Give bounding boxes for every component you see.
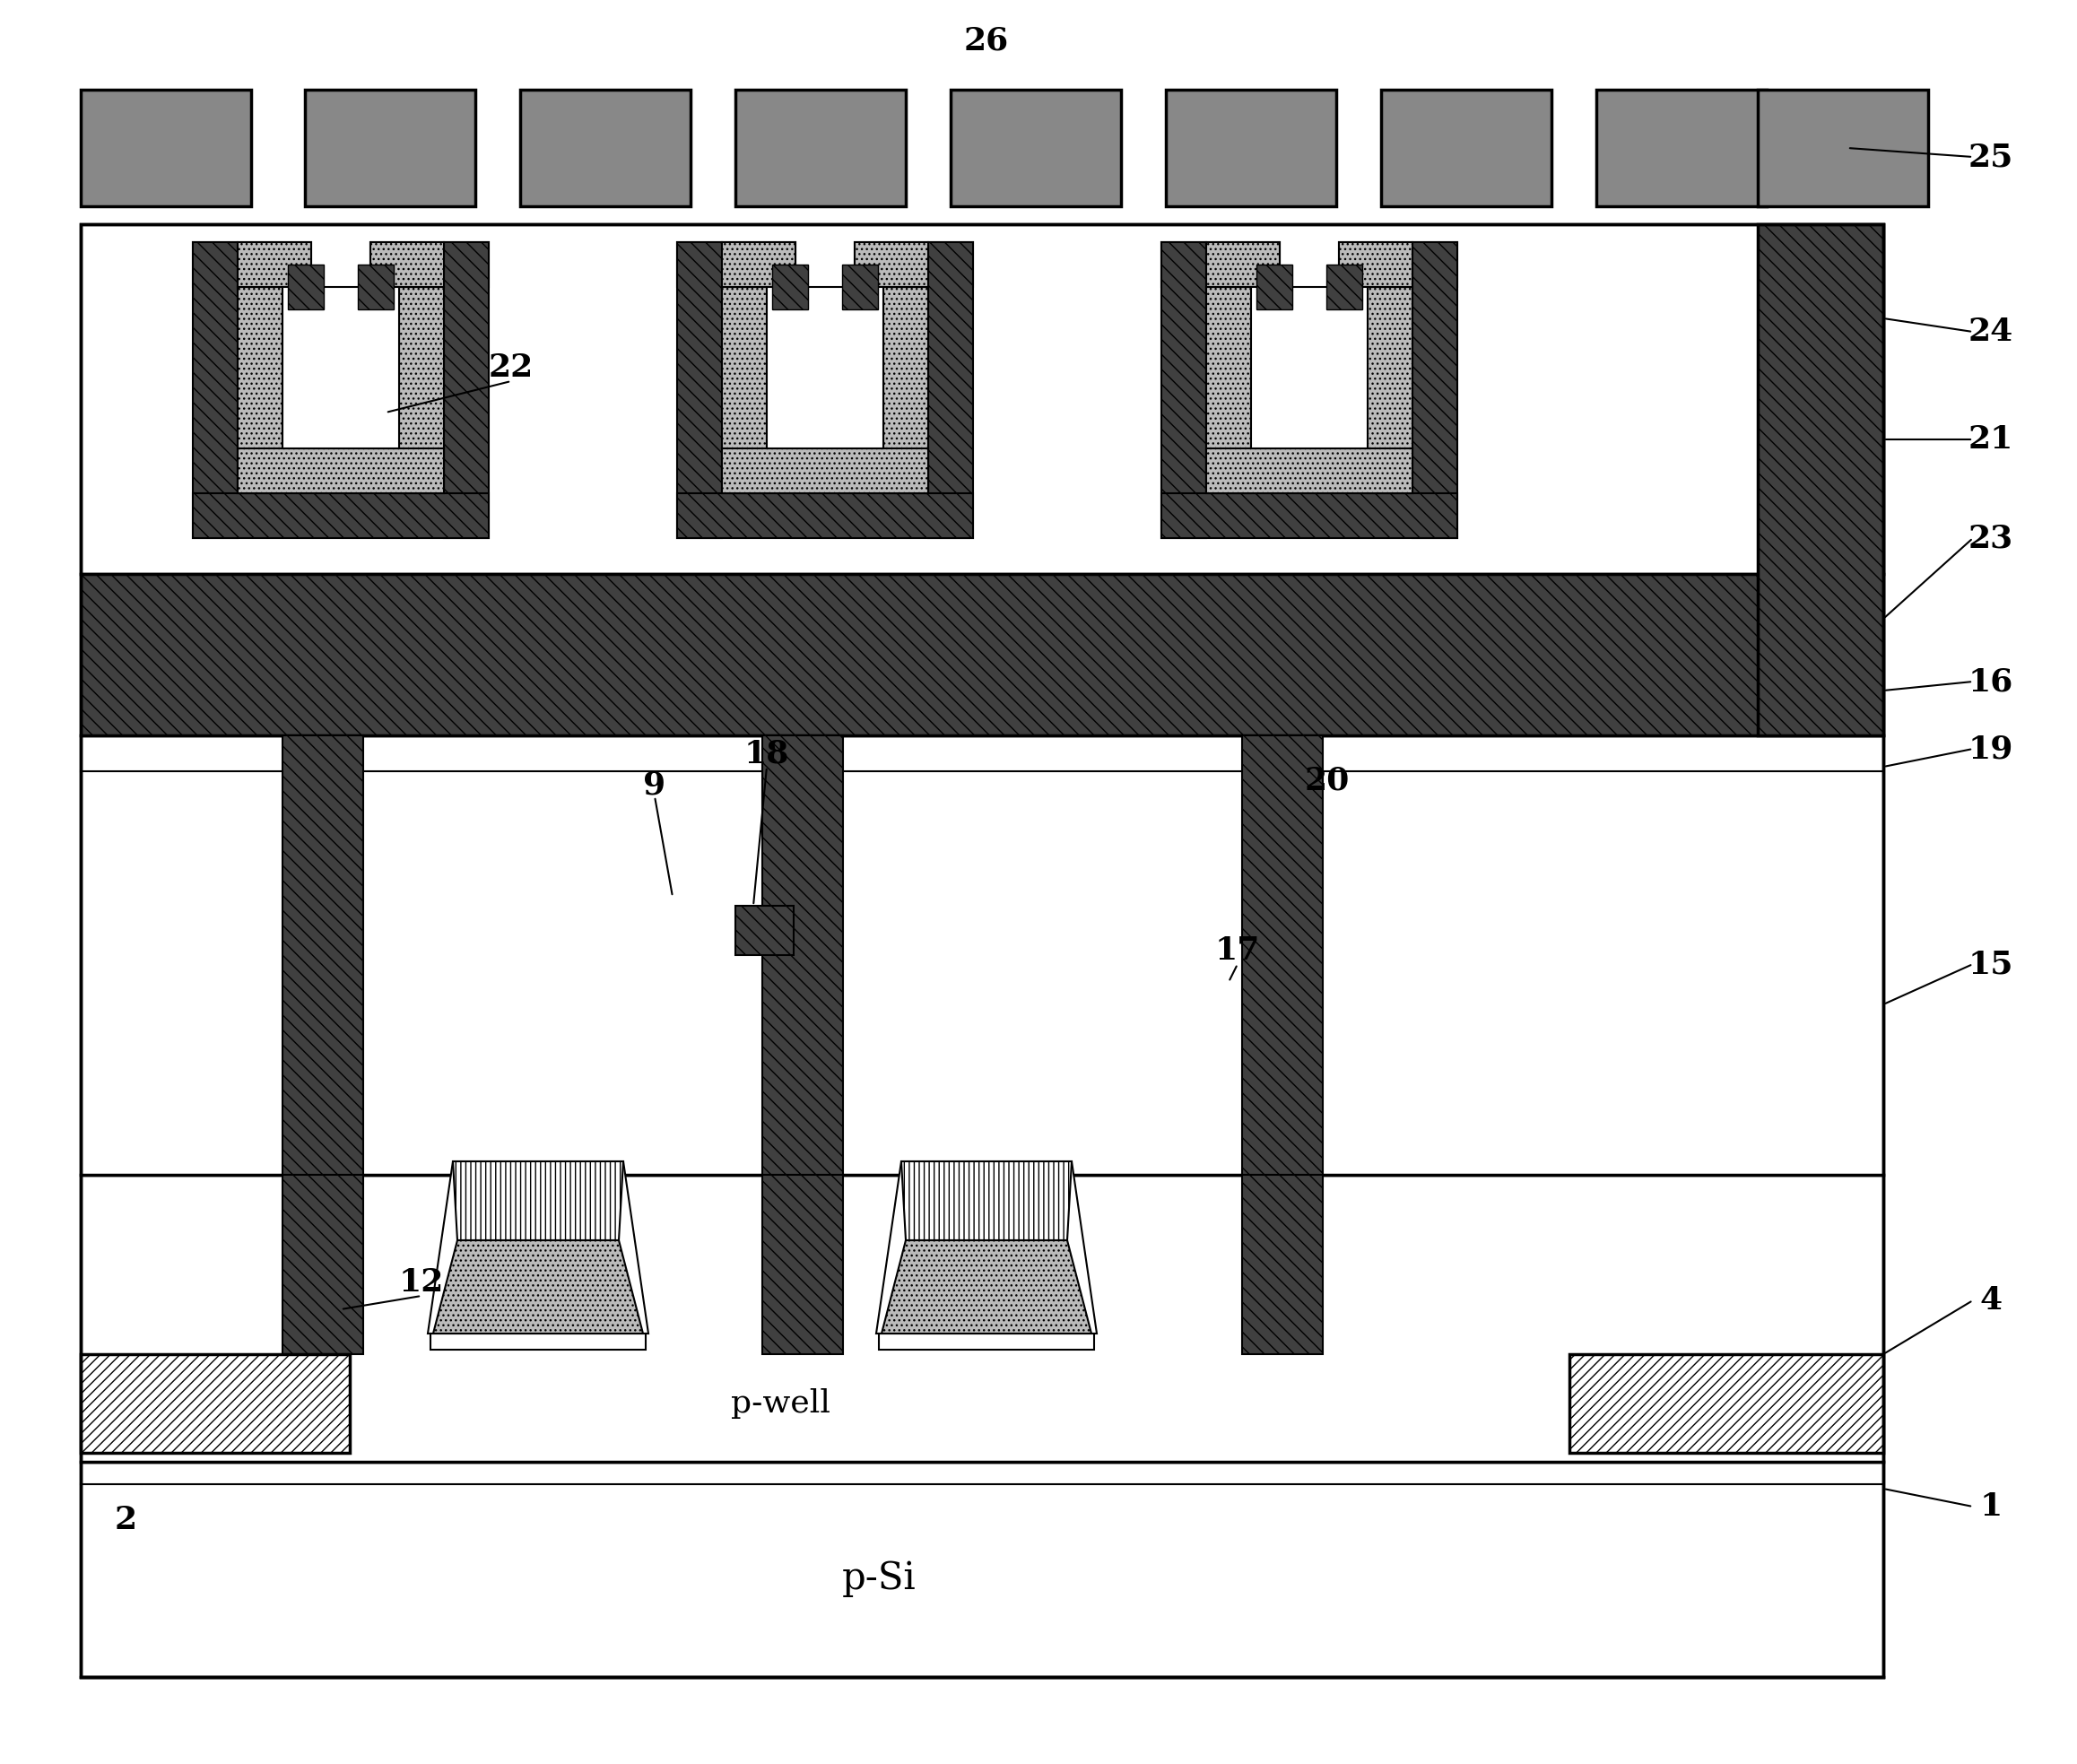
Bar: [519, 90, 690, 206]
Bar: [81, 224, 1884, 1678]
Bar: [81, 224, 1884, 573]
Bar: [1207, 448, 1412, 494]
Bar: [1250, 288, 1367, 448]
Bar: [1327, 265, 1363, 309]
Bar: [677, 242, 723, 538]
Bar: [305, 90, 476, 206]
Bar: [854, 242, 928, 288]
Bar: [193, 242, 237, 538]
Text: 20: 20: [1304, 766, 1350, 796]
Text: 1: 1: [1979, 1491, 2002, 1522]
Bar: [1757, 90, 1927, 206]
Bar: [81, 90, 251, 206]
Bar: [1757, 224, 1884, 736]
Bar: [399, 288, 444, 494]
Bar: [237, 242, 312, 288]
Bar: [1161, 494, 1458, 538]
Bar: [237, 448, 444, 494]
Text: 2: 2: [114, 1505, 137, 1535]
Bar: [928, 242, 972, 538]
Bar: [1412, 242, 1458, 538]
Text: 22: 22: [488, 353, 534, 383]
Text: 17: 17: [1215, 935, 1261, 967]
Bar: [723, 448, 928, 494]
Bar: [370, 242, 488, 288]
Bar: [1340, 242, 1458, 288]
Polygon shape: [881, 1240, 1090, 1334]
Bar: [854, 242, 972, 288]
Text: 21: 21: [1969, 423, 2013, 455]
Bar: [723, 242, 795, 288]
Bar: [430, 1334, 646, 1349]
Bar: [81, 1355, 349, 1454]
Polygon shape: [434, 1240, 644, 1334]
Bar: [1242, 736, 1323, 1175]
Text: 4: 4: [1979, 1286, 2002, 1316]
Bar: [1161, 242, 1207, 538]
Bar: [81, 1462, 1884, 1678]
Bar: [735, 90, 906, 206]
Bar: [193, 242, 312, 288]
Bar: [1242, 1175, 1323, 1355]
Bar: [1381, 90, 1552, 206]
Bar: [1207, 242, 1279, 288]
Text: 12: 12: [399, 1267, 444, 1298]
Bar: [841, 265, 879, 309]
Bar: [1161, 242, 1279, 288]
Polygon shape: [428, 1161, 648, 1334]
Polygon shape: [453, 1161, 623, 1240]
Bar: [282, 736, 363, 1175]
Bar: [1597, 90, 1768, 206]
Bar: [766, 288, 883, 448]
Bar: [370, 242, 444, 288]
Bar: [883, 288, 928, 494]
Bar: [762, 1175, 843, 1355]
Bar: [282, 1175, 363, 1355]
Text: p-Si: p-Si: [841, 1559, 916, 1596]
Bar: [762, 736, 843, 1175]
Bar: [444, 242, 488, 538]
Bar: [677, 242, 795, 288]
Text: 16: 16: [1969, 667, 2013, 697]
Bar: [1367, 288, 1412, 494]
Bar: [879, 1334, 1095, 1349]
Bar: [357, 265, 395, 309]
Bar: [735, 905, 793, 954]
Bar: [951, 90, 1122, 206]
Bar: [1165, 90, 1336, 206]
Bar: [81, 1175, 1884, 1462]
Bar: [1257, 265, 1292, 309]
Text: 24: 24: [1969, 316, 2013, 348]
Bar: [81, 573, 1884, 736]
Bar: [289, 265, 324, 309]
Bar: [773, 265, 808, 309]
Bar: [1340, 242, 1412, 288]
Bar: [282, 288, 399, 448]
Bar: [677, 494, 972, 538]
Text: 18: 18: [744, 737, 789, 769]
Text: 19: 19: [1969, 734, 2013, 764]
Text: 26: 26: [964, 25, 1009, 56]
Text: 25: 25: [1969, 141, 2013, 173]
Bar: [1570, 1355, 1884, 1454]
Bar: [723, 288, 766, 494]
Bar: [193, 494, 488, 538]
Bar: [81, 736, 1884, 1175]
Text: 9: 9: [644, 769, 667, 799]
Text: 15: 15: [1969, 949, 2013, 979]
Text: 23: 23: [1969, 522, 2013, 554]
Text: p-well: p-well: [731, 1388, 831, 1418]
Bar: [1207, 288, 1250, 494]
Polygon shape: [876, 1161, 1097, 1334]
Polygon shape: [901, 1161, 1072, 1240]
Bar: [237, 288, 282, 494]
